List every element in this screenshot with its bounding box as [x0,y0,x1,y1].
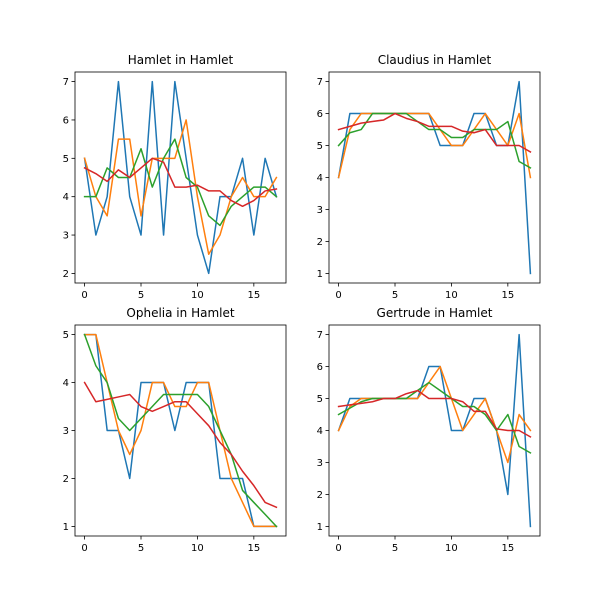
subplot-2: 0 5 10 15 1 2 3 4 5 6 7 Claudius in Hamlet [317,53,541,301]
subplot-3: 0 5 10 15 1 2 3 4 5 Ophelia in Hamlet [63,306,287,554]
y-tick-label: 5 [63,330,69,341]
x-tick-label: 15 [501,290,514,301]
x-tick-label: 10 [445,290,458,301]
y-tick-label: 4 [63,378,69,389]
subplot-4: 0 5 10 15 1 2 3 4 5 6 7 Gertrude in Hamlet [317,306,541,554]
x-tick-label: 10 [191,290,204,301]
y-tick-label: 3 [317,205,323,216]
y-tick-label: 7 [317,77,323,88]
series-line-4 [337,112,532,153]
series-line-1 [337,333,532,528]
plot-frame [74,71,287,284]
subplot-1: 0 5 10 15 2 3 4 5 6 7 Hamlet in Hamlet [63,53,287,301]
series-line-4 [83,381,278,509]
series-line-3 [337,381,532,454]
x-tick-label: 15 [247,543,260,554]
plot-frame [328,71,541,284]
chart-title: Gertrude in Hamlet [377,306,493,320]
y-tick-label: 6 [317,362,323,373]
series-line-4 [83,157,278,208]
x-tick-label: 15 [247,290,260,301]
x-tick-label: 5 [392,543,398,554]
y-tick-label: 6 [63,115,69,126]
y-tick-label: 1 [317,522,323,533]
x-tick-label: 0 [335,543,341,554]
y-tick-label: 5 [317,141,323,152]
y-tick-label: 3 [63,231,69,242]
x-tick-label: 10 [191,543,204,554]
series-line-1 [83,333,278,528]
series-line-4 [337,389,532,438]
series-line-2 [337,365,532,464]
y-tick-label: 2 [317,237,323,248]
y-tick-label: 2 [63,269,69,280]
x-tick-label: 10 [445,543,458,554]
series-line-3 [337,112,532,169]
y-tick-label: 3 [63,426,69,437]
x-tick-label: 0 [335,290,341,301]
y-tick-label: 1 [317,269,323,280]
series-line-1 [337,80,532,275]
x-tick-label: 0 [81,290,87,301]
y-tick-label: 4 [317,426,323,437]
series-line-2 [83,333,278,528]
y-tick-label: 3 [317,458,323,469]
x-tick-label: 15 [501,543,514,554]
y-tick-label: 5 [317,394,323,405]
y-tick-label: 4 [63,192,69,203]
series-line-1 [83,80,278,275]
x-tick-label: 0 [81,543,87,554]
y-tick-label: 7 [63,77,69,88]
x-tick-label: 5 [138,543,144,554]
chart-title: Ophelia in Hamlet [126,306,234,320]
y-tick-label: 2 [63,474,69,485]
y-tick-label: 2 [317,490,323,501]
series-line-2 [83,119,278,255]
series-line-2 [337,112,532,179]
y-tick-label: 4 [317,173,323,184]
x-tick-label: 5 [392,290,398,301]
y-tick-label: 5 [63,154,69,165]
chart-title: Claudius in Hamlet [378,53,492,67]
y-tick-label: 1 [63,522,69,533]
series-line-3 [83,333,278,528]
series-line-3 [83,138,278,227]
y-tick-label: 6 [317,109,323,120]
y-tick-label: 7 [317,330,323,341]
x-tick-label: 5 [138,290,144,301]
chart-title: Hamlet in Hamlet [128,53,234,67]
